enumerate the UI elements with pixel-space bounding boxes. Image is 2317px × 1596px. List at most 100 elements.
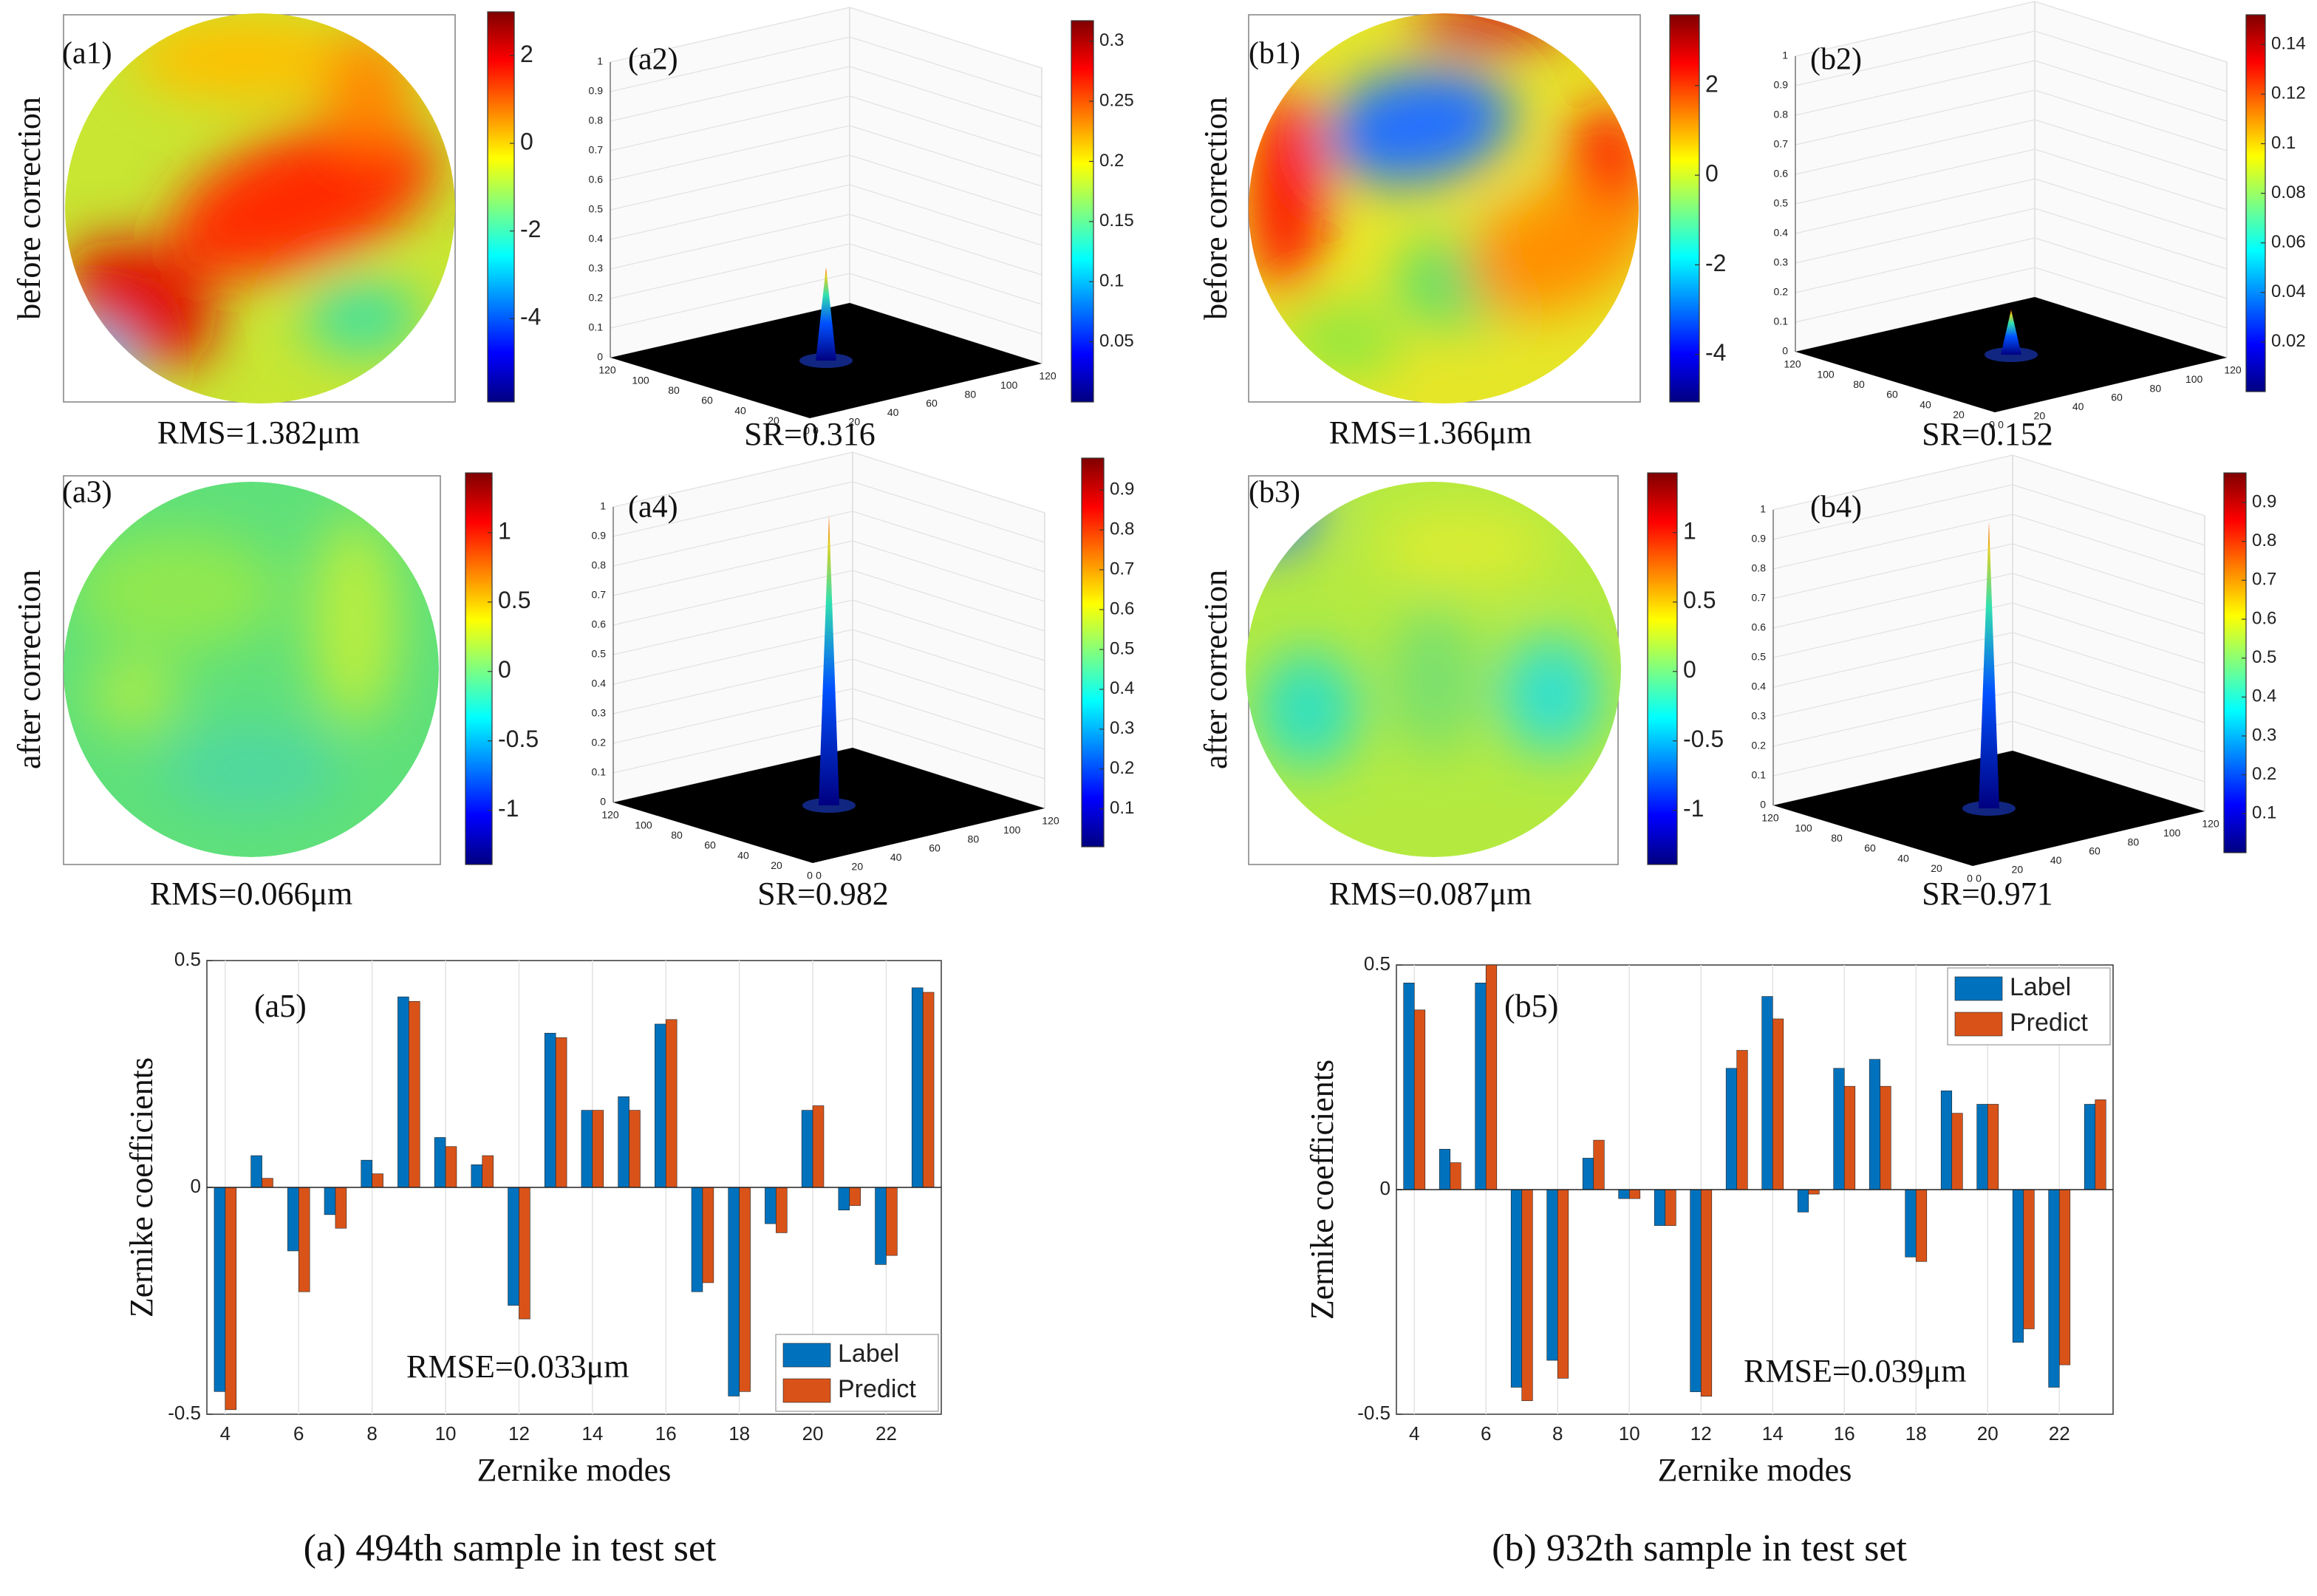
legend-swatch — [782, 1343, 831, 1368]
z-tick-label: 0.4 — [1774, 227, 1789, 239]
bar — [618, 1096, 629, 1188]
z-tick-label: 0.8 — [1774, 109, 1789, 120]
map-blob — [1389, 606, 1478, 754]
figure-caption: (a) 494th sample in test set — [304, 1527, 717, 1569]
bar — [1880, 1085, 1891, 1190]
x-tick-label: 0 — [804, 425, 810, 437]
panel-label: (a1) — [62, 37, 112, 71]
y-tick-label: 40 — [890, 851, 902, 863]
map-blob — [303, 281, 421, 355]
x-tick-label: 0 — [1989, 419, 1995, 431]
bar — [849, 1187, 861, 1206]
psf-peak — [1979, 521, 1999, 808]
colorbar-tick-label: 0.4 — [2252, 686, 2276, 706]
x-tick-label: 22 — [2049, 1422, 2070, 1445]
y-tick-label: 20 — [2034, 409, 2046, 421]
bar — [298, 1187, 310, 1292]
grid-line — [1772, 632, 2205, 694]
grid-line — [612, 540, 1045, 602]
bar — [519, 1187, 530, 1320]
grid-line — [1772, 573, 2205, 635]
colorbar-tick-label: 0.5 — [1110, 638, 1134, 658]
colorbar-tick-label: 0.3 — [1110, 718, 1134, 738]
colorbar-tick-label: -0.5 — [498, 726, 539, 752]
bar — [922, 992, 935, 1188]
colorbar-tick-label: 0.2 — [1110, 758, 1134, 778]
colorbar-tick-label: 0.6 — [2252, 608, 2276, 628]
bar — [911, 987, 924, 1188]
y-tick-label: 80 — [965, 388, 977, 400]
bar — [1797, 1189, 1809, 1213]
grid-line — [1795, 30, 2228, 92]
x-tick-label: 0 — [1967, 873, 1973, 884]
row-label: after correction — [1198, 570, 1234, 769]
bar — [665, 1019, 678, 1188]
bar — [1987, 1104, 1999, 1190]
z-tick-label: 0 — [1760, 799, 1766, 811]
x-axis-label: Zernike modes — [1658, 1452, 1852, 1488]
x-tick-label: 0 — [807, 870, 813, 881]
wavefront-map — [64, 482, 439, 857]
colorbar-tick-label: 0 — [520, 128, 533, 154]
panel-label: (b2) — [1810, 43, 1862, 77]
bar — [1869, 1059, 1881, 1190]
bar — [1940, 1090, 1953, 1190]
y-tick-label: 120 — [1042, 815, 1059, 827]
colorbar-tick-label: 0.9 — [2252, 491, 2276, 511]
bar — [1510, 1189, 1523, 1388]
grid-line — [612, 570, 1045, 632]
panel-caption: RMS=1.382μm — [157, 415, 361, 451]
x-tick-label: 16 — [1834, 1422, 1855, 1445]
map-blob — [1500, 635, 1603, 754]
bar — [409, 1000, 420, 1188]
grid-line — [1795, 208, 2228, 270]
bar — [655, 1023, 666, 1188]
z-tick-label: 0.9 — [1774, 79, 1789, 91]
grid-line — [612, 511, 1045, 573]
grid-line — [1795, 89, 2228, 151]
y-tick-label: 0 — [813, 425, 819, 437]
colorbar-tick-label: -1 — [498, 795, 519, 822]
colorbar-tick-label: 0.4 — [1110, 678, 1134, 698]
y-tick-label: 120 — [1039, 370, 1057, 382]
x-tick-label: 40 — [737, 849, 749, 861]
legend-swatch — [1954, 976, 2003, 1001]
y-axis-label: Zernike coefficients — [1304, 1060, 1340, 1320]
panel-caption: RMS=0.087μm — [1329, 876, 1532, 912]
map-blob — [74, 532, 281, 650]
legend-swatch — [1954, 1012, 2003, 1037]
map-blob — [1256, 650, 1359, 768]
y-tick-label: 120 — [2202, 818, 2219, 830]
x-tick-label: 60 — [704, 839, 716, 851]
grid-line — [612, 658, 1045, 720]
map-blob — [1465, 188, 1638, 315]
bar — [1582, 1158, 1594, 1190]
x-tick-label: 100 — [1795, 822, 1812, 833]
y-tick-label: 120 — [2224, 364, 2242, 376]
z-tick-label: 1 — [1760, 503, 1766, 515]
legend-swatch — [782, 1378, 831, 1403]
bar — [262, 1178, 273, 1188]
bar — [214, 1187, 226, 1392]
z-tick-label: 0.6 — [1752, 621, 1767, 633]
x-tick-label: 40 — [734, 404, 746, 416]
colorbar-tick-label: 0.3 — [1099, 30, 1124, 50]
z-tick-label: 0.3 — [592, 707, 607, 719]
x-tick-label: 8 — [1552, 1422, 1563, 1445]
x-tick-label: 20 — [802, 1422, 824, 1445]
bar — [287, 1187, 299, 1252]
x-tick-label: 120 — [601, 809, 619, 821]
bar — [1485, 964, 1498, 1190]
legend-label: Label — [838, 1340, 899, 1368]
annotation: (b5) — [1504, 988, 1558, 1024]
bar — [1413, 1009, 1426, 1190]
colorbar — [1081, 457, 1105, 848]
x-tick-label: 18 — [728, 1422, 750, 1445]
grid-line — [612, 599, 1045, 661]
z-tick-label: 0.6 — [1774, 168, 1789, 180]
y-tick-label: 0.5 — [1364, 952, 1390, 975]
bar — [1546, 1189, 1558, 1361]
bar — [812, 1105, 825, 1188]
z-tick-label: 0.9 — [1752, 533, 1767, 545]
colorbar-tick-label: 0.05 — [1099, 331, 1134, 351]
